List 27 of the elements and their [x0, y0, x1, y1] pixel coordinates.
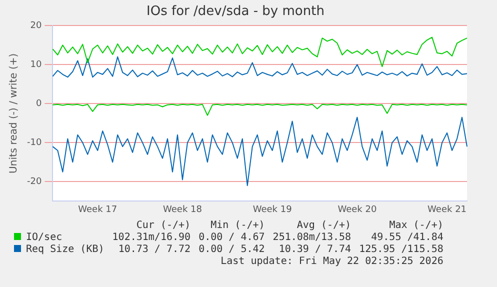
text: 10.39 / 7.74 — [278, 244, 352, 256]
y-tick-label: -20 — [26, 177, 42, 188]
text: 49.55 /41.84 — [370, 232, 444, 244]
text: Avg (-/+) — [296, 220, 352, 232]
x-tick-label: Week 18 — [162, 204, 202, 215]
chart-title: IOs for /dev/sda - by month — [146, 4, 324, 20]
legend-label: IO/sec — [25, 232, 64, 244]
y-tick-label: 10 — [30, 60, 42, 70]
text: Max (-/+) — [388, 220, 444, 232]
text: 0.00 / 4.67 — [198, 232, 266, 244]
x-tick-label: Week 20 — [338, 204, 377, 215]
text: 10.73 / 7.72 — [117, 244, 192, 256]
legend-label: Req Size (KB) — [25, 244, 106, 256]
text: 125.95 /115.58 — [358, 244, 444, 256]
y-tick-label: 20 — [30, 20, 42, 31]
text: 251.08m/13.58 — [272, 232, 352, 244]
text: Last update: Fri May 22 02:35:25 2026 — [220, 256, 444, 268]
x-tick-label: Week 21 — [428, 204, 467, 215]
text: Min (-/+) — [210, 220, 266, 232]
y-tick-label: 0 — [36, 98, 42, 109]
x-tick-label: Week 19 — [252, 204, 292, 215]
y-axis-title: Units read (-) / write (+) — [8, 53, 20, 174]
text: Cur (-/+) — [135, 220, 192, 232]
x-tick-label: Week 17 — [78, 204, 118, 215]
text: 0.00 / 5.42 — [198, 244, 266, 256]
text: 102.31m/16.90 — [111, 232, 192, 244]
y-tick-label: -10 — [26, 138, 42, 148]
